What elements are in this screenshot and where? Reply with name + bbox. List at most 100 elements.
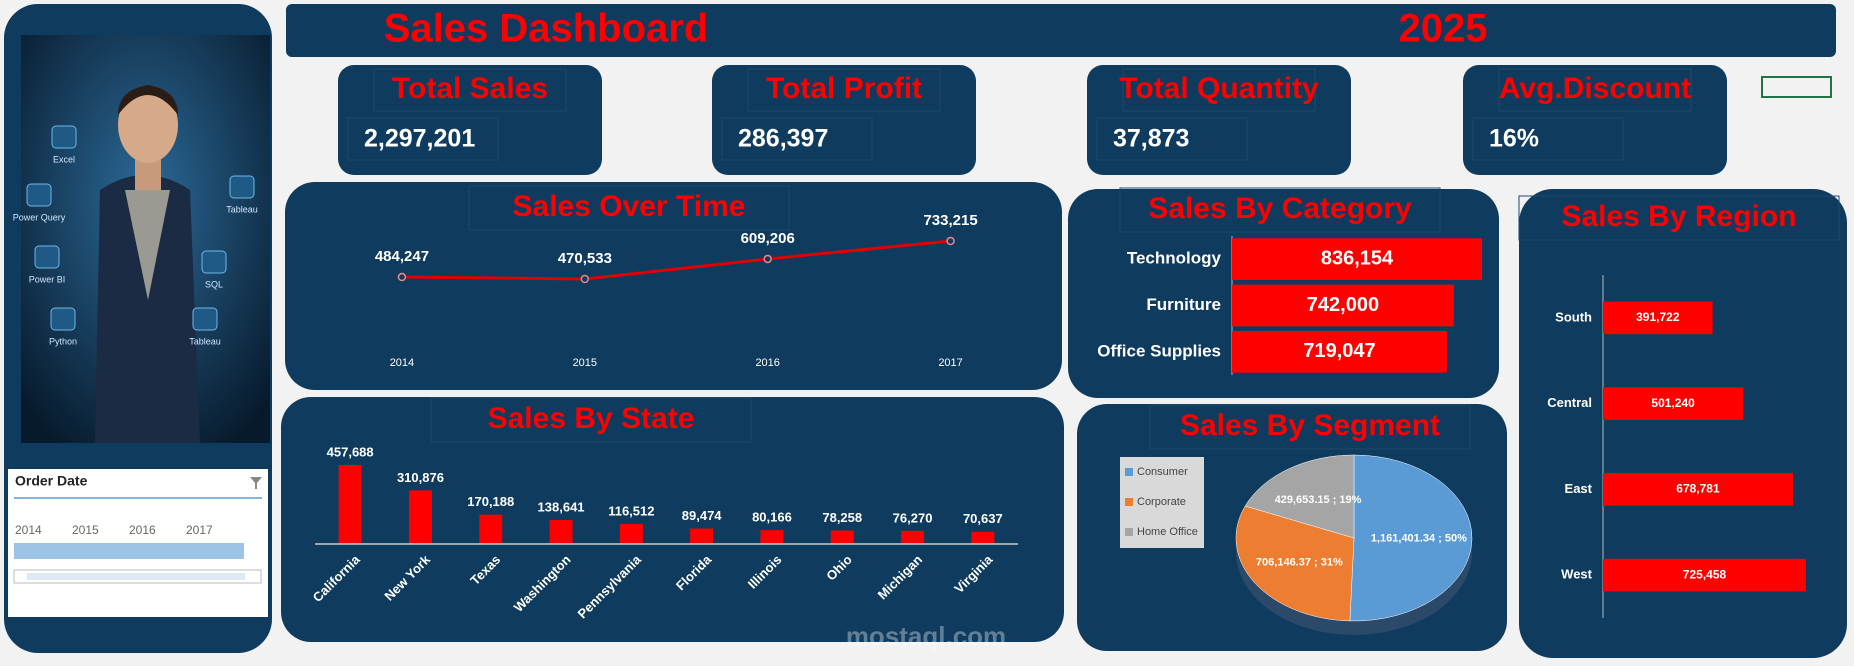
legend-swatch: [1125, 498, 1133, 506]
data-label: 742,000: [1307, 294, 1379, 316]
bar: [1232, 238, 1482, 281]
slicer-year[interactable]: 2015: [72, 523, 99, 537]
category-label: Central: [1547, 395, 1592, 410]
line-marker: [946, 236, 955, 246]
bar: [338, 465, 362, 544]
x-tick-label: 2015: [573, 357, 597, 369]
tool-icon: [50, 307, 76, 331]
bar: [830, 530, 854, 544]
kpi-label-box: [1122, 68, 1316, 112]
bar: [971, 531, 995, 544]
chart-title-box: [468, 185, 790, 231]
data-label: 138,641: [538, 500, 585, 515]
x-tick-label: 2016: [755, 357, 779, 369]
data-label: 484,247: [375, 248, 429, 265]
kpi-label-box: [747, 68, 941, 112]
kpi-value: 16%: [1489, 125, 1539, 153]
data-label: 70,637: [963, 511, 1003, 526]
data-label: 470,533: [558, 250, 612, 267]
data-label: 78,258: [822, 510, 862, 525]
kpi-card: [1463, 65, 1727, 175]
category-label: West: [1561, 567, 1592, 582]
tool-label: Power Query: [13, 212, 66, 222]
legend-box: [1120, 457, 1204, 548]
data-label: 733,215: [923, 212, 977, 229]
panel: [281, 397, 1064, 642]
slicer-timeline[interactable]: [14, 543, 244, 559]
legend-label: Consumer: [1137, 466, 1188, 478]
pie-slice: [1235, 505, 1355, 622]
pie-slice: [1244, 454, 1355, 539]
tool-icon: [201, 250, 227, 274]
category-label: Furniture: [1146, 295, 1221, 314]
data-label: 80,166: [752, 510, 792, 525]
chart-title: Sales By Region: [1561, 200, 1796, 233]
data-label: 719,047: [1303, 340, 1375, 362]
data-label: 170,188: [467, 494, 514, 509]
kpi-value-box: [721, 117, 873, 161]
bar: [690, 528, 714, 544]
slicer-year[interactable]: 2016: [129, 523, 156, 537]
slicer-clear-filter[interactable]: [250, 477, 262, 489]
category-label: Office Supplies: [1097, 341, 1221, 360]
kpi-value: 2,297,201: [364, 125, 475, 153]
kpi-card: [338, 65, 602, 175]
chart-title: Sales By State: [488, 402, 695, 435]
legend-swatch: [1125, 468, 1133, 476]
kpi-label: Avg.Discount: [1499, 72, 1691, 105]
watermark: mostaql.com: [846, 621, 1006, 651]
kpi-label-box: [373, 68, 567, 112]
x-tick-label: 2014: [390, 357, 414, 369]
bar: [549, 520, 573, 544]
line: [401, 239, 951, 281]
tool-icon: [34, 245, 60, 269]
data-label: 725,458: [1683, 567, 1727, 581]
chart-title: Sales By Category: [1148, 192, 1412, 225]
bar: [760, 530, 784, 544]
panel: [1519, 189, 1847, 658]
slicer-year[interactable]: 2017: [186, 523, 213, 537]
bar: [1232, 284, 1454, 327]
kpi-value: 286,397: [738, 125, 828, 153]
line-marker: [397, 272, 407, 282]
data-label: 501,240: [1651, 396, 1695, 410]
category-label: Technology: [1127, 249, 1222, 268]
legend-swatch: [1125, 528, 1133, 536]
tool-label: SQL: [205, 279, 223, 289]
bar: [1603, 387, 1744, 420]
chart-title: Sales By Segment: [1180, 409, 1440, 442]
kpi-label: Total Sales: [392, 72, 548, 105]
tool-icon: [26, 183, 52, 207]
tool-label: Python: [49, 336, 77, 346]
x-tick-label: 2017: [938, 357, 962, 369]
tool-label: Power BI: [29, 274, 66, 284]
kpi-value-box: [347, 117, 499, 161]
legend-label: Home Office: [1137, 526, 1198, 538]
slicer-scroll-thumb[interactable]: [27, 573, 245, 580]
data-label: 89,474: [682, 508, 723, 523]
kpi-label: Total Quantity: [1119, 72, 1319, 105]
kpi-label-box: [1498, 68, 1692, 112]
bar: [1603, 558, 1806, 592]
data-label: 1,161,401.34 ; 50%: [1371, 533, 1467, 545]
data-label: 391,722: [1636, 310, 1680, 324]
tool-icon: [229, 175, 255, 199]
data-label: 457,688: [327, 444, 374, 459]
data-label: 678,781: [1676, 482, 1720, 496]
line-marker: [763, 254, 772, 264]
dashboard-year: 2025: [1399, 7, 1488, 51]
kpi-value-box: [1472, 117, 1624, 161]
tool-label: Tableau: [189, 336, 221, 346]
tool-label: Tableau: [226, 204, 258, 214]
pie-slice: [1349, 454, 1473, 622]
chart-title: Sales Over Time: [513, 190, 746, 223]
header-bar: [286, 4, 1836, 57]
slicer-year[interactable]: 2014: [15, 523, 42, 537]
chart-title-box: [1149, 404, 1471, 450]
kpi-value: 37,873: [1113, 125, 1189, 153]
chart-title-box: [1518, 195, 1840, 241]
bar: [901, 530, 925, 544]
kpi-label: Total Profit: [766, 72, 922, 105]
